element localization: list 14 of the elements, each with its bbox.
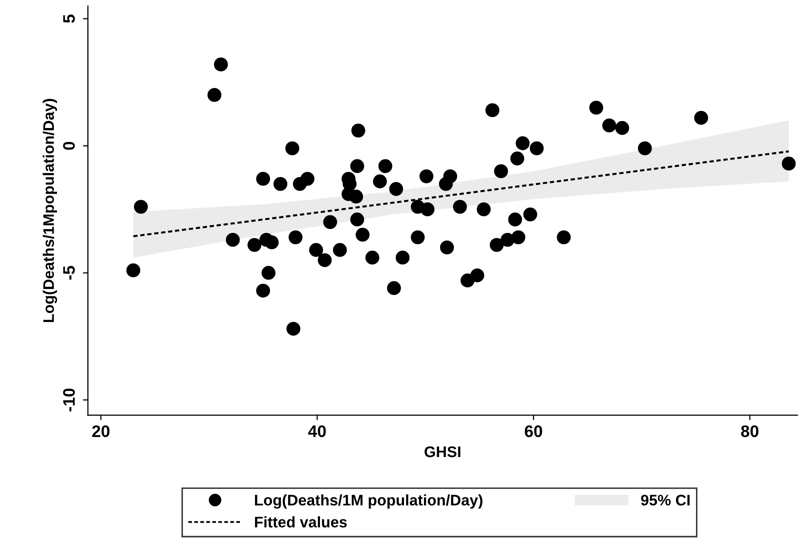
y-axis-title: Log(Deaths/1Mpopulation/Day) <box>42 98 58 322</box>
x-tick-label: 60 <box>524 425 542 438</box>
text: 95% CI <box>641 494 690 506</box>
x-tick-label: 80 <box>741 425 758 438</box>
y-tick-label: -5 <box>63 266 75 280</box>
y-tick-label: 0 <box>63 142 75 150</box>
legend-label: Log(Deaths/1M population/Day) <box>255 494 482 509</box>
x-axis-title: GHSI <box>424 446 460 458</box>
x-tick-label: 20 <box>92 425 110 438</box>
line-series <box>132 150 790 238</box>
x-tick-label: 40 <box>308 425 326 438</box>
legend-label: Fitted values <box>255 516 347 528</box>
y-tick-label: 5 <box>63 14 75 23</box>
y-tick-label: -10 <box>63 388 75 412</box>
